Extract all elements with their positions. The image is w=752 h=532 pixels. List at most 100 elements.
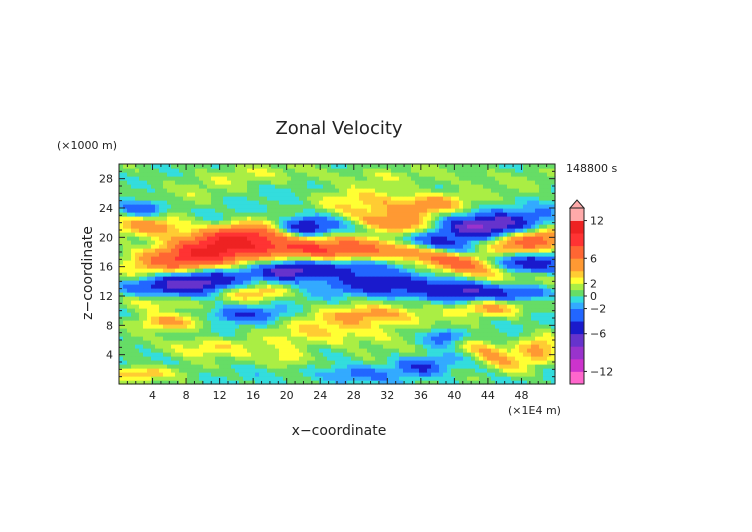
field-cell xyxy=(531,312,536,317)
field-cell xyxy=(147,236,152,241)
field-cell xyxy=(499,280,504,285)
field-cell xyxy=(275,208,280,213)
field-cell xyxy=(551,224,556,229)
field-cell xyxy=(431,268,436,273)
field-cell xyxy=(487,372,492,377)
field-cell xyxy=(287,256,292,261)
field-cell xyxy=(527,348,532,353)
field-cell xyxy=(343,364,348,369)
field-cell xyxy=(435,272,440,277)
field-cell xyxy=(499,380,504,385)
field-cell xyxy=(123,276,128,281)
field-cell xyxy=(263,224,268,229)
field-cell xyxy=(427,244,432,249)
field-cell xyxy=(471,264,476,269)
field-cell xyxy=(183,376,188,381)
field-cell xyxy=(207,292,212,297)
field-cell xyxy=(547,364,552,369)
field-cell xyxy=(455,200,460,205)
field-cell xyxy=(175,344,180,349)
field-cell xyxy=(159,348,164,353)
field-cell xyxy=(131,320,136,325)
field-cell xyxy=(315,292,320,297)
field-cell xyxy=(435,312,440,317)
field-cell xyxy=(363,380,368,385)
field-cell xyxy=(183,240,188,245)
field-cell xyxy=(271,276,276,281)
field-cell xyxy=(135,324,140,329)
field-cell xyxy=(495,288,500,293)
field-cell xyxy=(363,332,368,337)
field-cell xyxy=(311,264,316,269)
field-cell xyxy=(471,300,476,305)
field-cell xyxy=(407,248,412,253)
field-cell xyxy=(179,260,184,265)
field-cell xyxy=(287,284,292,289)
field-cell xyxy=(271,212,276,217)
field-cell xyxy=(199,204,204,209)
field-cell xyxy=(259,224,264,229)
field-cell xyxy=(403,200,408,205)
field-cell xyxy=(171,364,176,369)
field-cell xyxy=(263,208,268,213)
field-cell xyxy=(475,256,480,261)
field-cell xyxy=(323,216,328,221)
field-cell xyxy=(359,252,364,257)
field-cell xyxy=(327,280,332,285)
field-cell xyxy=(223,228,228,233)
field-cell xyxy=(523,292,528,297)
field-cell xyxy=(203,252,208,257)
field-cell xyxy=(335,252,340,257)
field-cell xyxy=(395,280,400,285)
field-cell xyxy=(507,260,512,265)
field-cell xyxy=(331,256,336,261)
field-cell xyxy=(303,376,308,381)
field-cell xyxy=(479,212,484,217)
field-cell xyxy=(143,316,148,321)
field-cell xyxy=(351,304,356,309)
field-cell xyxy=(507,276,512,281)
field-cell xyxy=(359,216,364,221)
field-cell xyxy=(307,208,312,213)
field-cell xyxy=(123,348,128,353)
field-cell xyxy=(535,308,540,313)
field-cell xyxy=(375,208,380,213)
field-cell xyxy=(267,272,272,277)
field-cell xyxy=(231,348,236,353)
field-cell xyxy=(431,328,436,333)
field-cell xyxy=(343,304,348,309)
field-cell xyxy=(263,380,268,385)
field-cell xyxy=(459,216,464,221)
field-cell xyxy=(331,356,336,361)
field-cell xyxy=(435,304,440,309)
field-cell xyxy=(187,268,192,273)
field-cell xyxy=(227,320,232,325)
field-cell xyxy=(283,324,288,329)
field-cell xyxy=(355,248,360,253)
field-cell xyxy=(383,224,388,229)
field-cell xyxy=(455,352,460,357)
field-cell xyxy=(247,348,252,353)
field-cell xyxy=(355,320,360,325)
field-cell xyxy=(391,212,396,217)
field-cell xyxy=(171,292,176,297)
field-cell xyxy=(255,224,260,229)
field-cell xyxy=(487,316,492,321)
field-cell xyxy=(275,220,280,225)
field-cell xyxy=(395,264,400,269)
field-cell xyxy=(123,224,128,229)
field-cell xyxy=(163,328,168,333)
field-cell xyxy=(527,336,532,341)
field-cell xyxy=(303,268,308,273)
field-cell xyxy=(471,336,476,341)
field-cell xyxy=(503,220,508,225)
field-cell xyxy=(275,268,280,273)
field-cell xyxy=(211,324,216,329)
field-cell xyxy=(471,324,476,329)
field-cell xyxy=(427,296,432,301)
field-cell xyxy=(339,300,344,305)
field-cell xyxy=(411,248,416,253)
field-cell xyxy=(255,300,260,305)
field-cell xyxy=(119,328,124,333)
field-cell xyxy=(155,380,160,385)
